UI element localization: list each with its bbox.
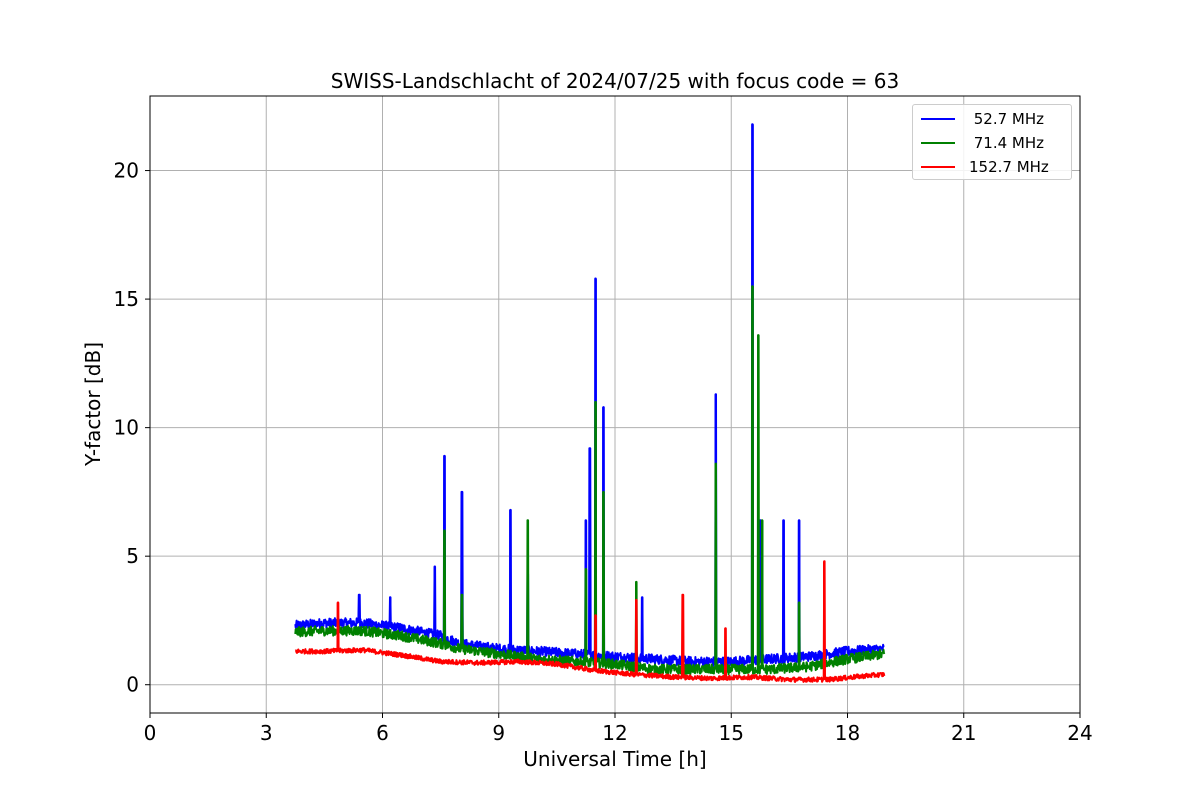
series-line-0 (294, 123, 885, 668)
series-layer (294, 123, 886, 683)
x-tick-label: 24 (1067, 721, 1092, 745)
x-tick-label: 15 (719, 721, 744, 745)
y-tick-label: 5 (126, 544, 139, 568)
chart-title: SWISS-Landschlacht of 2024/07/25 with fo… (331, 69, 899, 93)
x-tick-label: 12 (602, 721, 627, 745)
series-line-1 (294, 285, 886, 676)
legend-swatch-red (921, 166, 955, 168)
y-tick-label: 0 (126, 673, 139, 697)
x-tick-label: 6 (376, 721, 389, 745)
legend-item: 52.7 MHz (921, 107, 1063, 131)
y-tick-label: 15 (114, 287, 139, 311)
x-tick-label: 21 (951, 721, 976, 745)
x-tick-label: 18 (835, 721, 860, 745)
legend-label: 71.4 MHz (969, 134, 1045, 152)
x-axis-label: Universal Time [h] (523, 747, 706, 771)
legend-swatch-blue (921, 118, 955, 120)
x-tick-label: 0 (144, 721, 157, 745)
legend-label: 152.7 MHz (969, 158, 1049, 176)
legend-swatch-green (921, 142, 955, 144)
y-tick-label: 20 (114, 159, 139, 183)
y-tick-label: 10 (114, 416, 139, 440)
legend: 52.7 MHz 71.4 MHz 152.7 MHz (912, 104, 1072, 180)
legend-item: 152.7 MHz (921, 155, 1063, 179)
legend-label: 52.7 MHz (969, 110, 1045, 128)
axis-ticks: 0 3 6 9 12 15 18 21 24 0 5 10 15 20 (114, 159, 1093, 745)
legend-item: 71.4 MHz (921, 131, 1063, 155)
series-line-2 (294, 560, 886, 683)
x-tick-label: 3 (260, 721, 273, 745)
x-tick-label: 9 (492, 721, 505, 745)
y-axis-label: Y-factor [dB] (81, 342, 105, 467)
